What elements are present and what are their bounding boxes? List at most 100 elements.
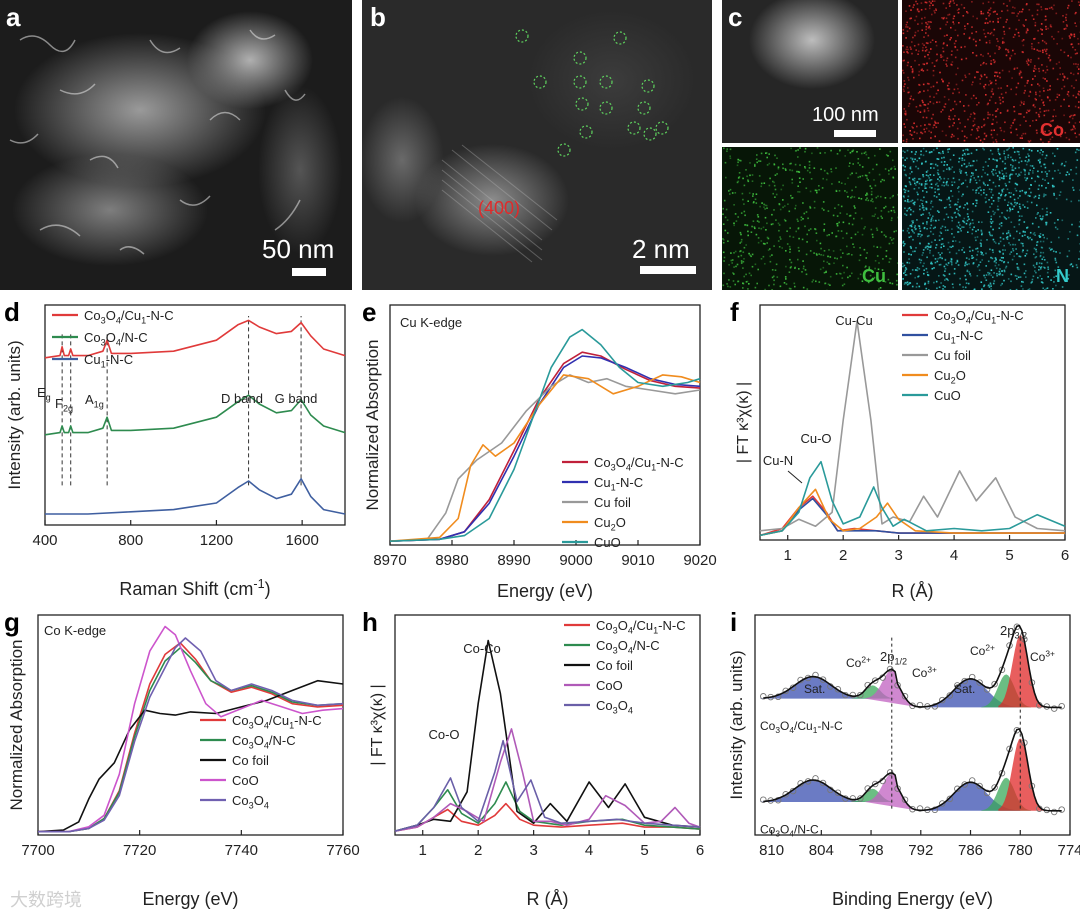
x-tick-label: 2 [839,547,847,564]
xps-data-point [954,785,961,793]
x-tick-label: 7720 [123,842,156,859]
legend-label: Co3O4/N-C [232,733,296,750]
atom-marker [573,51,587,65]
x-tick-label: 9020 [683,552,716,569]
plot-frame [37,614,344,836]
series-line [389,374,701,542]
xps-data-point [871,780,879,788]
panel-c-haadf [722,0,898,143]
annotation-2p32: 2p3/2 [1000,623,1027,640]
legend-label: Co3O4/N-C [84,330,148,347]
series-line [394,739,701,832]
xps-data-point [939,696,946,704]
legend-label: Co3O4/Cu1-N-C [594,455,684,472]
x-tick-label: 810 [759,842,784,859]
map-label-co: Co [1040,120,1064,140]
y-axis-label: | FT κ³χ(κ) | [369,684,386,765]
x-tick-label: 792 [908,842,933,859]
chart-f-cu-exafs: f 1 2 3 4 5 6 R (Å) | FT κ³χ(κ) | Co3O4/Cu1-N-C Cu… [730,297,1069,601]
xps-data-point [976,679,983,686]
xps-data-point [976,782,983,790]
atom-marker [637,101,651,115]
xps-data-point [961,781,968,788]
legend-label: Co foil [232,753,269,768]
xps-data-point [946,692,954,699]
series-line [38,646,344,833]
panel-b-scale-text: 2 nm [632,234,690,264]
legend-label: Cu1-N-C [934,328,983,345]
atom-marker [599,101,613,115]
series-line [389,351,701,542]
atom-marker [613,31,627,45]
annotation-2p12: 2p1/2 [880,649,907,666]
xps-data-point [812,671,819,679]
sample-label: Co3O4/N-C [760,822,819,838]
legend-label: Co3O4/Cu1-N-C [934,308,1024,325]
legend-label: Cu foil [934,348,971,363]
x-tick-label: 3 [529,842,537,859]
panel-a-scale-bar [292,268,326,276]
x-tick-label: 8980 [435,552,468,569]
xps-data-point [782,791,789,798]
atom-marker [573,75,587,89]
x-tick-label: 1200 [200,532,233,549]
xps-data-point [983,686,991,693]
legend-label: CoO [596,678,623,693]
x-tick-label: 7760 [326,842,359,859]
legend-label: Cu foil [594,495,631,510]
xps-data-point [931,806,939,814]
xps-data-point [968,673,976,681]
y-axis-label: Intensity (arb. units) [727,650,746,799]
legend-label: Co foil [596,658,633,673]
legend-label: Co3O4/N-C [596,638,660,655]
panel-b-overlay [441,29,669,263]
xps-data-point [991,784,998,791]
xps-data-point [901,796,909,803]
legend-label: Co3O4 [596,698,633,715]
annotation-f2g: F2g [55,396,73,413]
series-line [389,374,701,542]
watermark-text: 大数跨境 [10,890,82,911]
atom-marker [627,121,641,135]
x-tick-label: 1 [419,842,427,859]
x-axis-label: Raman Shift (cm-1) [119,577,270,599]
chart-title: Cu K-edge [400,315,462,330]
xps-data-point [939,800,946,807]
panel-c-n-map [902,147,1080,292]
series-line [759,460,1066,537]
annotation-cu-o: Cu-O [800,431,831,446]
xps-data-point [931,703,939,710]
map-label-n: N [1056,266,1069,286]
panel-label: f [730,297,739,327]
panel-a-stem-image: a 50 nm [0,0,352,290]
x-tick-label: 4 [950,547,958,564]
panel-b-hrtem-image: b (400) 2 nm [362,0,712,290]
annotation-sat: Sat. [804,682,825,696]
x-tick-label: 2 [474,842,482,859]
annotation-co-co: Co-Co [463,641,501,656]
y-axis-label: Intensity (arb. units) [5,340,24,489]
x-tick-label: 774 [1057,842,1080,859]
x-tick-label: 1600 [285,532,318,549]
legend-label: CuO [934,388,961,403]
panel-c-scale-text: 100 nm [812,104,879,126]
fit-component [865,670,920,708]
series-line [394,728,701,832]
x-tick-label: 8990 [497,552,530,569]
panel-a-texture [9,29,306,255]
panel-label: e [362,297,376,327]
xps-data-point [901,693,909,700]
x-tick-label: 9010 [621,552,654,569]
x-tick-label: 3 [894,547,902,564]
series-line [394,639,701,832]
speckle-layer [722,147,900,292]
atom-marker [599,75,613,89]
legend-label: Cu1-N-C [594,475,643,492]
xps-data-point [991,680,998,688]
x-tick-label: 780 [1008,842,1033,859]
xps-data-point [961,677,968,685]
x-tick-label: 400 [32,532,57,549]
xps-data-point [983,789,991,797]
xps-envelope [763,624,1062,709]
sample-label: Co3O4/Cu1-N-C [760,719,843,735]
